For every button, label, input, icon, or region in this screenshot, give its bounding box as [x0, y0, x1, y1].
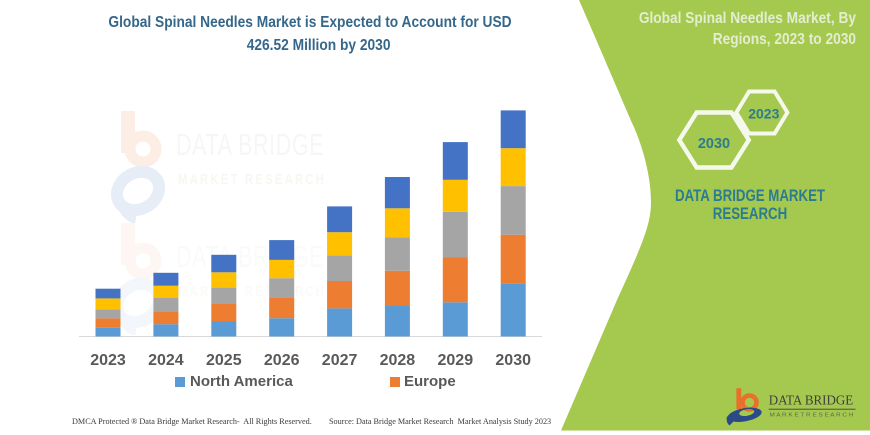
- svg-text:2030: 2030: [698, 136, 730, 152]
- svg-text:M A R K E T R E S E A R C H: M A R K E T R E S E A R C H: [770, 412, 854, 418]
- svg-text:DATA BRIDGE: DATA BRIDGE: [769, 393, 854, 408]
- svg-text:2023: 2023: [748, 105, 779, 121]
